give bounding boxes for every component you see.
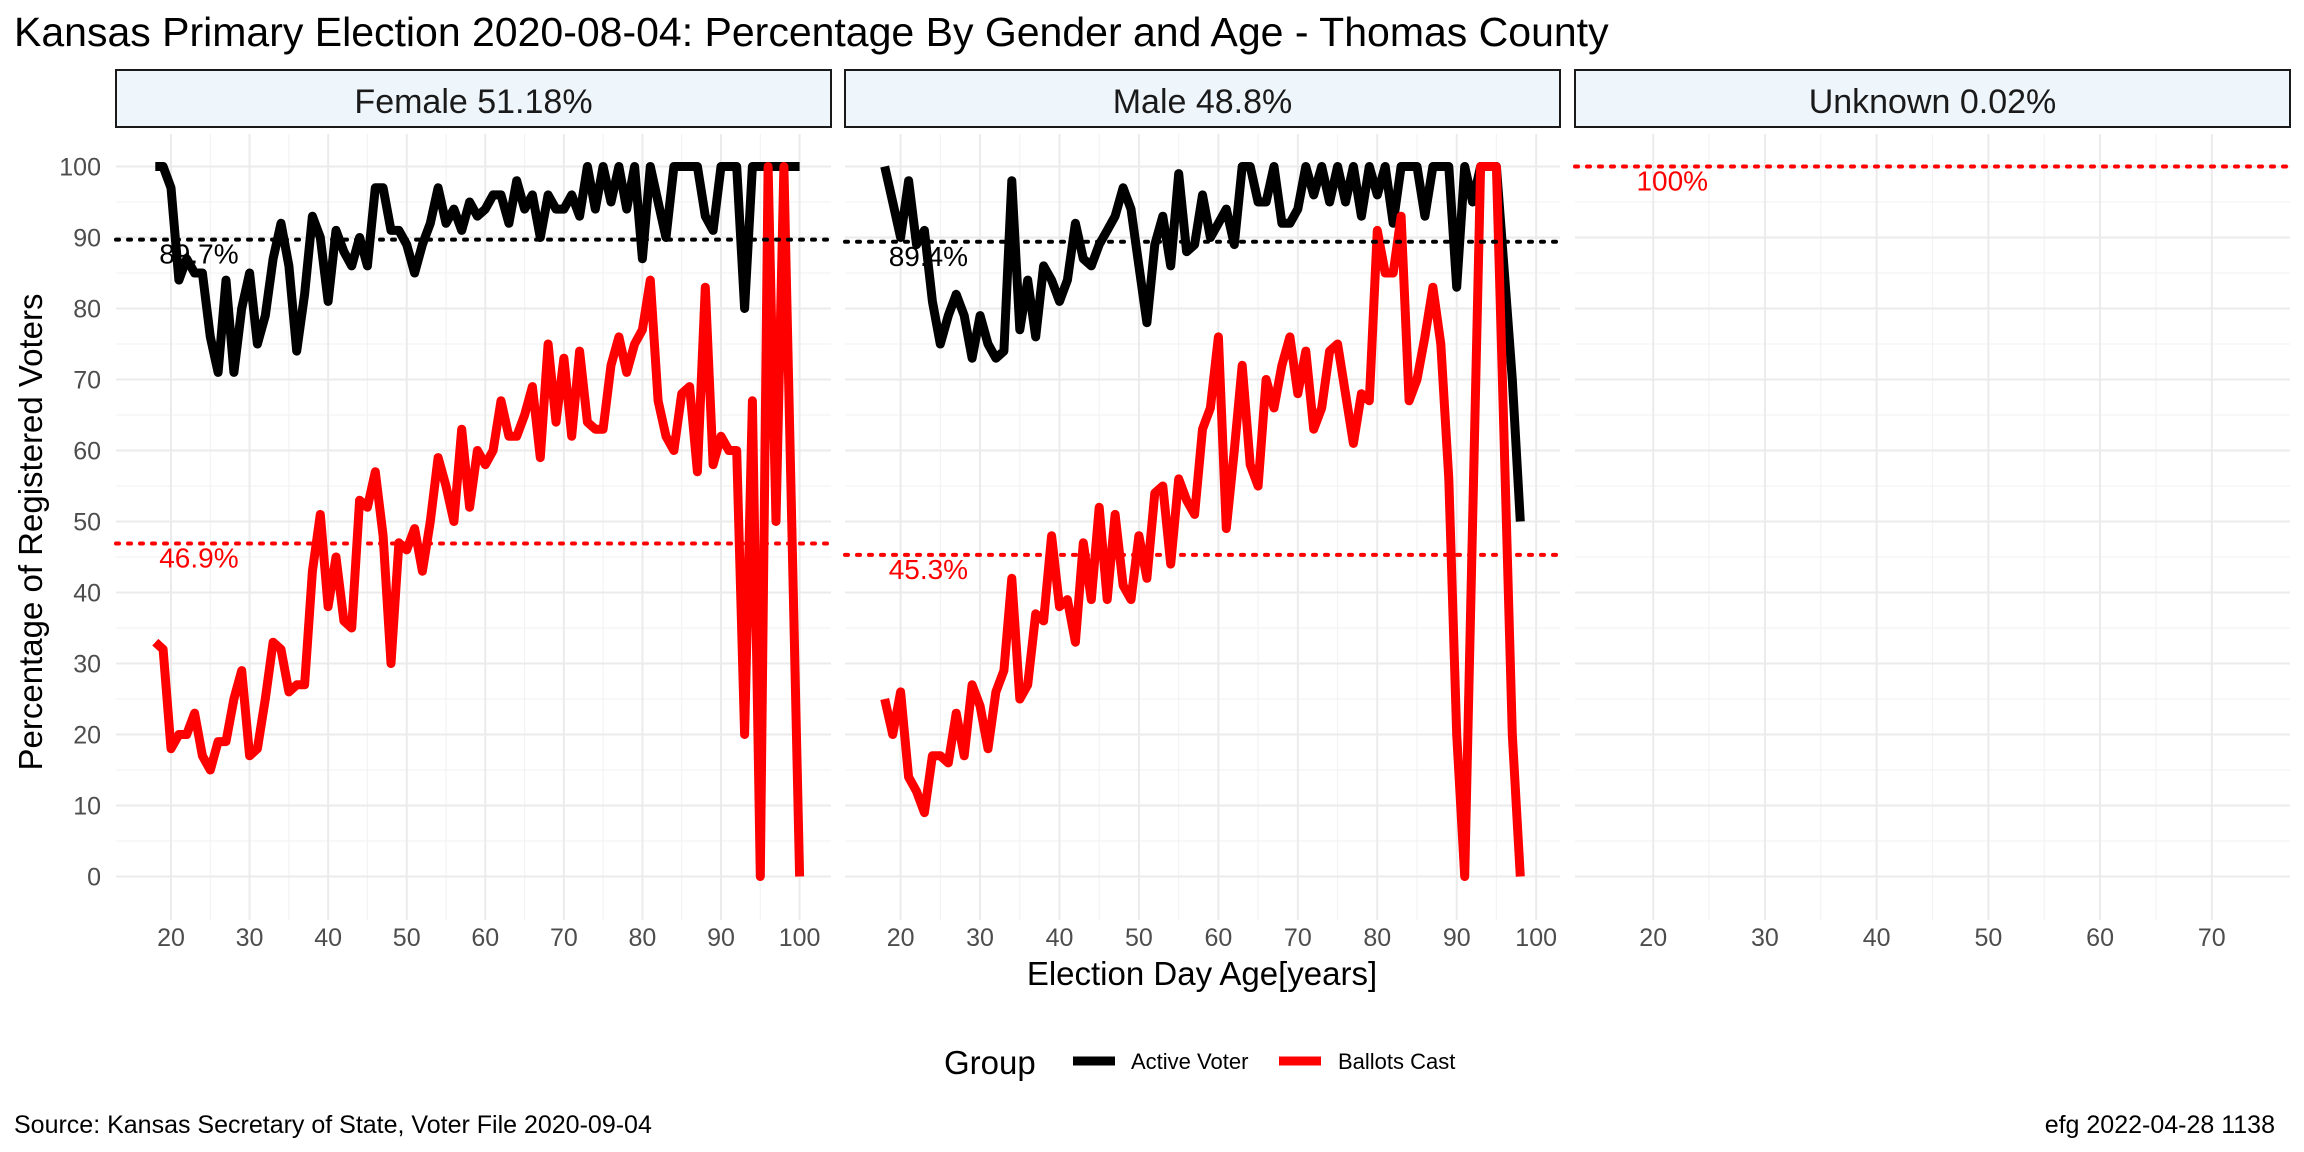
chart-title: Kansas Primary Election 2020-08-04: Perc… xyxy=(14,9,1609,55)
y-tick-0: 0 xyxy=(87,864,101,892)
panel-female: Female 51.18% 20 30 40 50 60 70 80 90 100 89.7% 46.… xyxy=(114,69,833,952)
x-tick-female-80: 80 xyxy=(629,924,657,952)
x-tick-male-50: 50 xyxy=(1125,924,1153,952)
x-tick-unknown-30: 30 xyxy=(1751,924,1779,952)
x-tick-male-100: 100 xyxy=(1515,924,1557,952)
series-line-male-active-voter xyxy=(880,162,1525,522)
x-tick-unknown-70: 70 xyxy=(2198,924,2226,952)
y-tick-20: 20 xyxy=(73,722,101,750)
y-tick-40: 40 xyxy=(73,580,101,608)
x-tick-male-20: 20 xyxy=(887,924,915,952)
legend-label-active-voter: Active Voter xyxy=(1131,1049,1248,1074)
ref-label-male-active-voter: 89.4% xyxy=(889,241,968,272)
x-tick-female-20: 20 xyxy=(157,924,185,952)
y-tick-10: 10 xyxy=(73,793,101,821)
strip-male xyxy=(844,69,1561,128)
facet-panels: Female 51.18%20 30 40 50 60 70 80 90 10089.7%46.… xyxy=(59,69,2292,952)
y-tick-80: 80 xyxy=(73,296,101,324)
y-tick-90: 90 xyxy=(73,225,101,253)
strip-label-male: Male 48.8% xyxy=(1113,83,1293,121)
x-tick-unknown-40: 40 xyxy=(1863,924,1891,952)
y-tick-30: 30 xyxy=(73,651,101,679)
x-tick-male-40: 40 xyxy=(1046,924,1074,952)
x-tick-unknown-20: 20 xyxy=(1639,924,1667,952)
x-tick-female-60: 60 xyxy=(471,924,499,952)
x-tick-female-30: 30 xyxy=(236,924,264,952)
x-tick-male-30: 30 xyxy=(966,924,994,952)
x-tick-female-90: 90 xyxy=(707,924,735,952)
strip-label-unknown: Unknown 0.02% xyxy=(1809,83,2057,121)
legend: Group Active Voter Ballots Cast xyxy=(944,1044,1455,1081)
grid-unknown xyxy=(1575,134,2290,920)
x-tick-male-90: 90 xyxy=(1443,924,1471,952)
y-tick-50: 50 xyxy=(73,509,101,537)
caption-source: Source: Kansas Secretary of State, Voter… xyxy=(14,1111,652,1139)
x-tick-male-60: 60 xyxy=(1204,924,1232,952)
strip-unknown xyxy=(1574,69,2291,128)
x-tick-female-40: 40 xyxy=(314,924,342,952)
x-tick-female-70: 70 xyxy=(550,924,578,952)
strip-label-female: Female 51.18% xyxy=(354,83,592,121)
x-tick-unknown-60: 60 xyxy=(2086,924,2114,952)
y-tick-100: 100 xyxy=(59,154,101,182)
grid-male xyxy=(845,134,1560,920)
x-tick-male-70: 70 xyxy=(1284,924,1312,952)
panel-unknown: Unknown 0.02% 20 30 40 50 60 70 100% xyxy=(1573,69,2292,952)
caption-credit: efg 2022-04-28 1138 xyxy=(2045,1111,2275,1139)
y-tick-60: 60 xyxy=(73,438,101,466)
ref-label-female-ballots-cast: 46.9% xyxy=(159,543,238,574)
legend-label-ballots-cast: Ballots Cast xyxy=(1338,1049,1455,1074)
ref-label-male-ballots-cast: 45.3% xyxy=(889,554,968,585)
x-tick-unknown-50: 50 xyxy=(1974,924,2002,952)
x-tick-female-100: 100 xyxy=(779,924,821,952)
legend-title: Group xyxy=(944,1044,1036,1081)
x-tick-male-80: 80 xyxy=(1363,924,1391,952)
ref-label-female-active-voter: 89.7% xyxy=(159,239,238,270)
series-line-female-active-voter xyxy=(155,162,800,377)
series-line-male-ballots-cast xyxy=(880,162,1525,881)
series-line-female-ballots-cast xyxy=(152,162,805,881)
panel-male: Male 48.8% 20 30 40 50 60 70 80 90 100 89.4% 45.3% xyxy=(843,69,1562,952)
y-axis-title: Percentage of Registered Voters xyxy=(12,294,49,771)
x-tick-female-50: 50 xyxy=(393,924,421,952)
y-axis-ticks: 0 10 20 30 40 50 60 70 80 90 100 xyxy=(59,154,101,892)
ref-label-unknown-ballots-cast: 100% xyxy=(1636,166,1708,197)
x-axis-title: Election Day Age[years] xyxy=(1027,955,1377,992)
strip-female xyxy=(115,69,832,128)
y-tick-70: 70 xyxy=(73,367,101,395)
